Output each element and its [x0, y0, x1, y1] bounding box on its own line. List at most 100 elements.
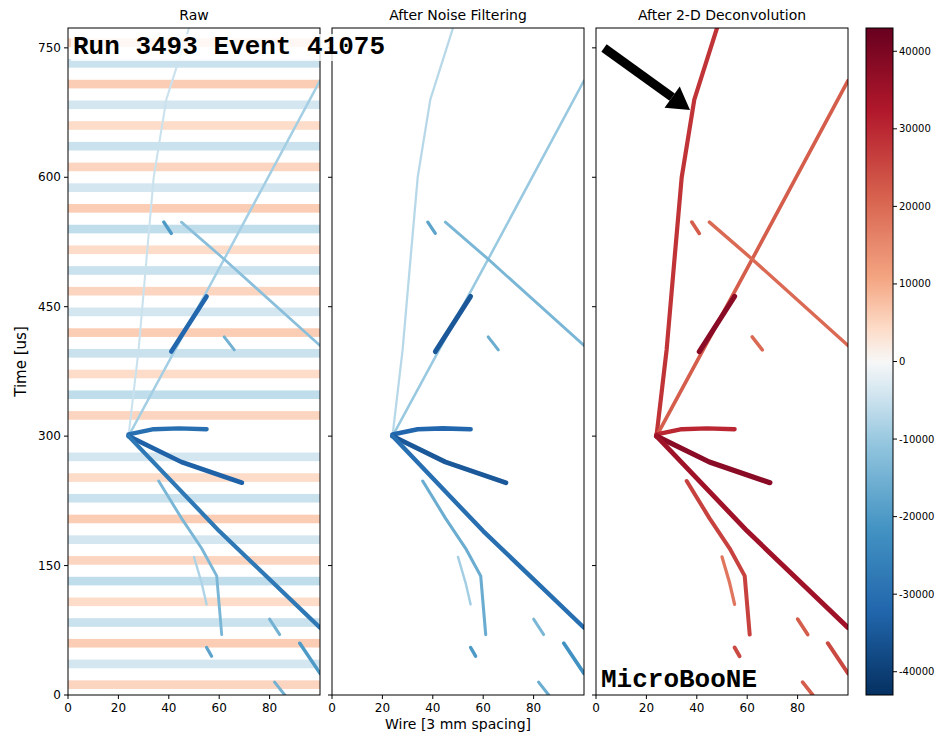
colorbar-tick [893, 516, 897, 517]
track [435, 296, 470, 351]
track [181, 222, 320, 345]
x-tick-label: 40 [689, 701, 704, 715]
x-tick-label: 0 [592, 701, 600, 715]
y-tick-label: 750 [38, 41, 61, 55]
track [423, 481, 486, 635]
noise-band [68, 266, 320, 275]
y-tick [592, 565, 596, 566]
colorbar-tick-label: 0 [899, 356, 905, 367]
plot-background [596, 28, 848, 695]
track [445, 222, 584, 345]
x-tick-label: 20 [111, 701, 126, 715]
track [752, 337, 762, 350]
y-tick [328, 695, 332, 696]
track [539, 682, 549, 695]
track [194, 557, 207, 605]
x-tick [696, 695, 697, 699]
y-tick [592, 695, 596, 696]
plot-frame [596, 28, 848, 695]
track [657, 428, 735, 434]
y-tick-label: 0 [53, 688, 61, 702]
noise-band [68, 204, 320, 213]
noise-band [68, 349, 320, 358]
x-tick-label: 20 [639, 701, 654, 715]
x-tick-label: 20 [375, 701, 390, 715]
colorbar-tick-label: 40000 [899, 46, 931, 57]
x-tick [797, 695, 798, 699]
track [699, 296, 734, 351]
x-tick [68, 695, 69, 699]
track [828, 643, 848, 673]
plot-marks [68, 28, 320, 695]
track [164, 222, 172, 233]
track [159, 481, 222, 635]
y-tick [64, 177, 68, 178]
track [171, 296, 206, 351]
panel-title: After Noise Filtering [389, 7, 527, 23]
track [393, 81, 585, 437]
track [657, 81, 849, 437]
track [657, 436, 849, 628]
x-tick-label: 0 [328, 701, 336, 715]
x-axis-title: Wire [3 mm spacing] [385, 716, 531, 732]
colorbar-tick [893, 206, 897, 207]
track [275, 682, 285, 695]
plot-frame [332, 28, 584, 695]
noise-band [68, 245, 320, 254]
track [224, 337, 234, 350]
noise-band [68, 494, 320, 503]
track [692, 222, 700, 233]
track [722, 557, 735, 605]
noise-band [68, 577, 320, 586]
track [129, 81, 321, 437]
noise-band [68, 618, 320, 627]
noise-band [68, 287, 320, 296]
y-tick [592, 47, 596, 48]
colorbar-tick-label: -10000 [899, 434, 934, 445]
x-tick-label: 80 [790, 701, 805, 715]
chart-root: 0204060800150300450600750Raw020406080Aft… [0, 0, 947, 737]
x-tick [168, 695, 169, 699]
track [300, 643, 320, 673]
noise-band [68, 660, 320, 669]
colorbar-tick [893, 594, 897, 595]
arrow-shaft [604, 48, 672, 97]
noise-band [68, 183, 320, 192]
track [471, 648, 476, 657]
noise-band [68, 473, 320, 482]
y-tick [328, 436, 332, 437]
x-tick-label: 60 [740, 701, 755, 715]
track [735, 648, 740, 657]
y-tick-label: 600 [38, 170, 61, 184]
y-tick [592, 436, 596, 437]
colorbar-tick [893, 361, 897, 362]
track [458, 557, 471, 605]
x-tick [432, 695, 433, 699]
x-tick [269, 695, 270, 699]
plot-marks [657, 28, 849, 695]
colorbar-tick [893, 283, 897, 284]
y-tick-label: 450 [38, 300, 61, 314]
noise-band [68, 328, 320, 337]
track [393, 28, 454, 436]
track [270, 619, 280, 635]
x-tick-label: 80 [526, 701, 541, 715]
arrow-head [665, 87, 690, 110]
annotation: MicroBooNE [601, 665, 757, 695]
plot-background [332, 28, 584, 695]
y-tick [64, 47, 68, 48]
colorbar-tick-label: 30000 [899, 123, 931, 134]
x-tick [646, 695, 647, 699]
track [129, 436, 242, 483]
noise-band [68, 80, 320, 89]
noise-band [68, 680, 320, 689]
y-tick [64, 436, 68, 437]
colorbar-tick [893, 671, 897, 672]
x-tick [747, 695, 748, 699]
y-tick-label: 150 [38, 559, 61, 573]
noise-band [68, 453, 320, 462]
track [393, 436, 585, 628]
y-tick [64, 695, 68, 696]
y-tick [64, 306, 68, 307]
x-tick [332, 695, 333, 699]
